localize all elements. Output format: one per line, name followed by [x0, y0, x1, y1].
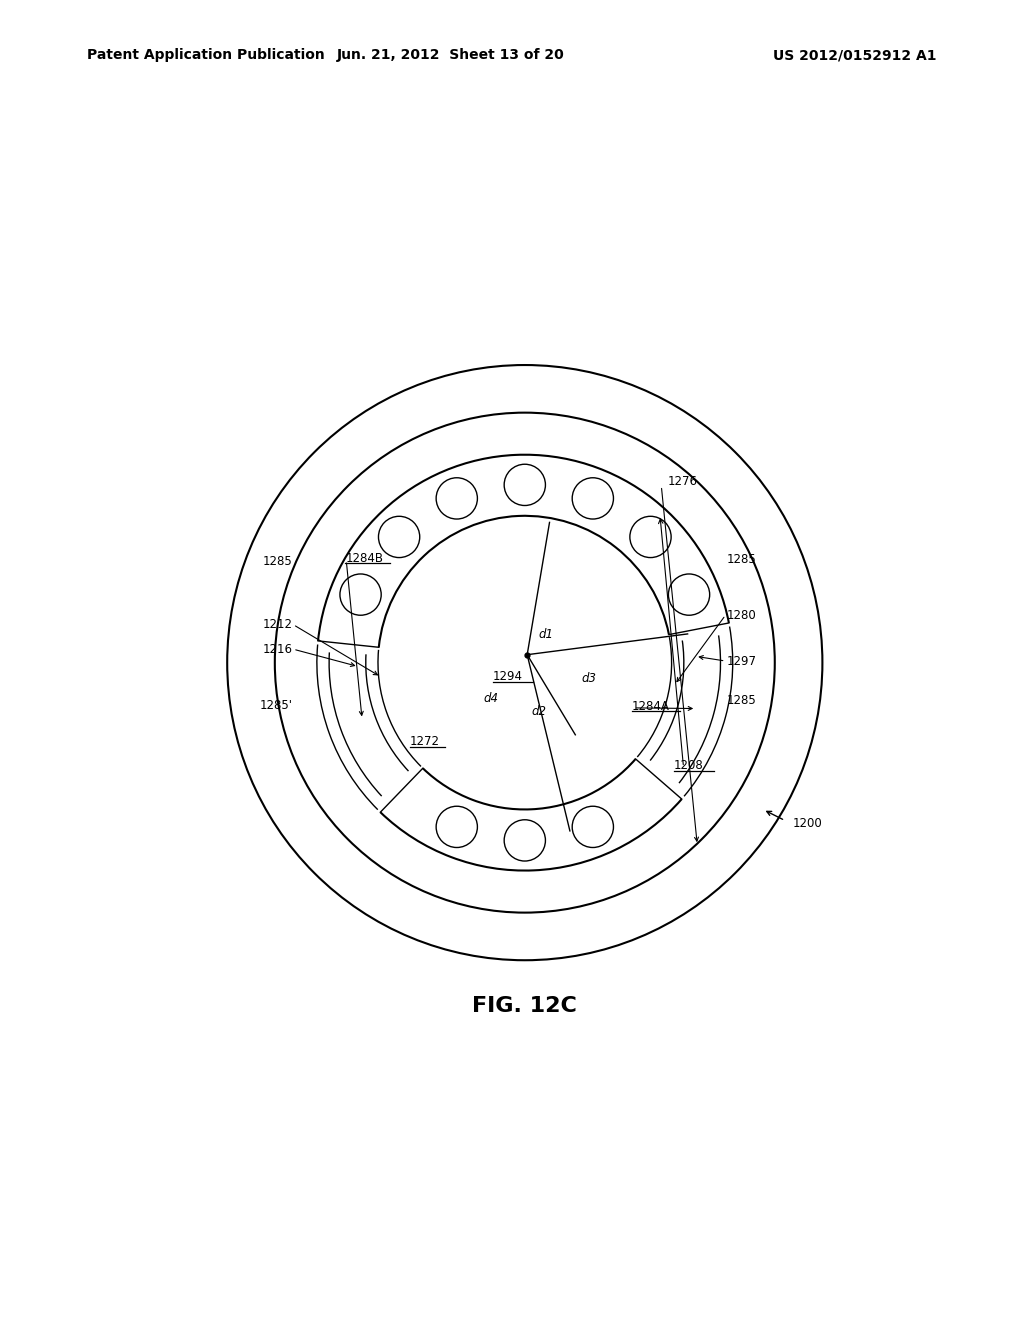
Text: 1200: 1200 [793, 817, 823, 830]
Text: 1294: 1294 [494, 671, 523, 684]
Circle shape [504, 820, 546, 861]
Text: 1216: 1216 [262, 643, 292, 656]
Text: Patent Application Publication: Patent Application Publication [87, 49, 325, 62]
Text: d2: d2 [531, 705, 547, 718]
Text: d1: d1 [539, 628, 553, 642]
Circle shape [630, 516, 671, 557]
Circle shape [669, 574, 710, 615]
Circle shape [504, 465, 546, 506]
Circle shape [340, 574, 381, 615]
Text: d3: d3 [582, 672, 596, 685]
Text: 1212: 1212 [262, 618, 292, 631]
Circle shape [572, 807, 613, 847]
Text: 1276: 1276 [668, 475, 697, 488]
Text: 1208: 1208 [674, 759, 703, 772]
Text: 1284B: 1284B [345, 552, 383, 565]
Text: 1285: 1285 [727, 694, 757, 708]
Text: 1285': 1285' [259, 700, 292, 711]
Text: 1280: 1280 [727, 609, 757, 622]
Text: 1285: 1285 [262, 554, 292, 568]
Text: Jun. 21, 2012  Sheet 13 of 20: Jun. 21, 2012 Sheet 13 of 20 [337, 49, 564, 62]
Circle shape [572, 478, 613, 519]
Circle shape [436, 478, 477, 519]
Circle shape [436, 807, 477, 847]
Text: US 2012/0152912 A1: US 2012/0152912 A1 [773, 49, 937, 62]
Text: 1284A: 1284A [632, 700, 670, 713]
Text: 1272: 1272 [410, 735, 439, 748]
Circle shape [379, 516, 420, 557]
Text: 1297: 1297 [727, 655, 757, 668]
Text: FIG. 12C: FIG. 12C [472, 997, 578, 1016]
Text: 1285: 1285 [727, 553, 757, 566]
Text: d4: d4 [483, 692, 499, 705]
